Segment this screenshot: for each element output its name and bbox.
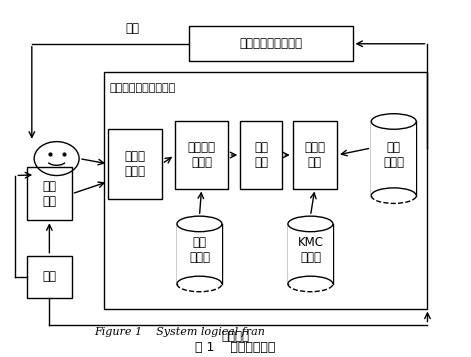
Polygon shape: [288, 224, 333, 284]
Polygon shape: [177, 224, 222, 284]
Text: 当前情
境信息: 当前情 境信息: [124, 150, 146, 178]
Text: 情境相似获取的知识: 情境相似获取的知识: [239, 37, 302, 50]
Text: 相似
情境: 相似 情境: [254, 141, 268, 169]
Text: 推荐: 推荐: [125, 22, 139, 35]
Text: 与知识
关联: 与知识 关联: [304, 141, 325, 169]
Ellipse shape: [288, 216, 333, 232]
Bar: [292, 121, 337, 188]
Bar: [108, 129, 162, 199]
Ellipse shape: [371, 114, 416, 129]
Text: 知识
资源库: 知识 资源库: [383, 141, 404, 169]
Polygon shape: [371, 121, 416, 196]
Text: 知识: 知识: [42, 270, 57, 283]
Bar: [240, 121, 282, 188]
Text: 知识推荐系统内部处理: 知识推荐系统内部处理: [109, 82, 175, 92]
Bar: [27, 167, 72, 220]
Bar: [189, 26, 353, 61]
Ellipse shape: [177, 216, 222, 232]
Text: 图 1    系统逻辑框架: 图 1 系统逻辑框架: [195, 341, 276, 354]
Text: 情景
模型库: 情景 模型库: [189, 236, 210, 265]
Text: 情境相似
性评估: 情境相似 性评估: [187, 141, 216, 169]
Bar: [175, 121, 228, 188]
Text: Figure 1    System logical fran: Figure 1 System logical fran: [94, 327, 265, 337]
Text: 融合情境: 融合情境: [221, 330, 250, 343]
Text: KMC
模型库: KMC 模型库: [297, 236, 324, 265]
Bar: [27, 256, 72, 298]
Text: 知识
模型: 知识 模型: [42, 180, 57, 208]
Bar: [105, 72, 428, 309]
